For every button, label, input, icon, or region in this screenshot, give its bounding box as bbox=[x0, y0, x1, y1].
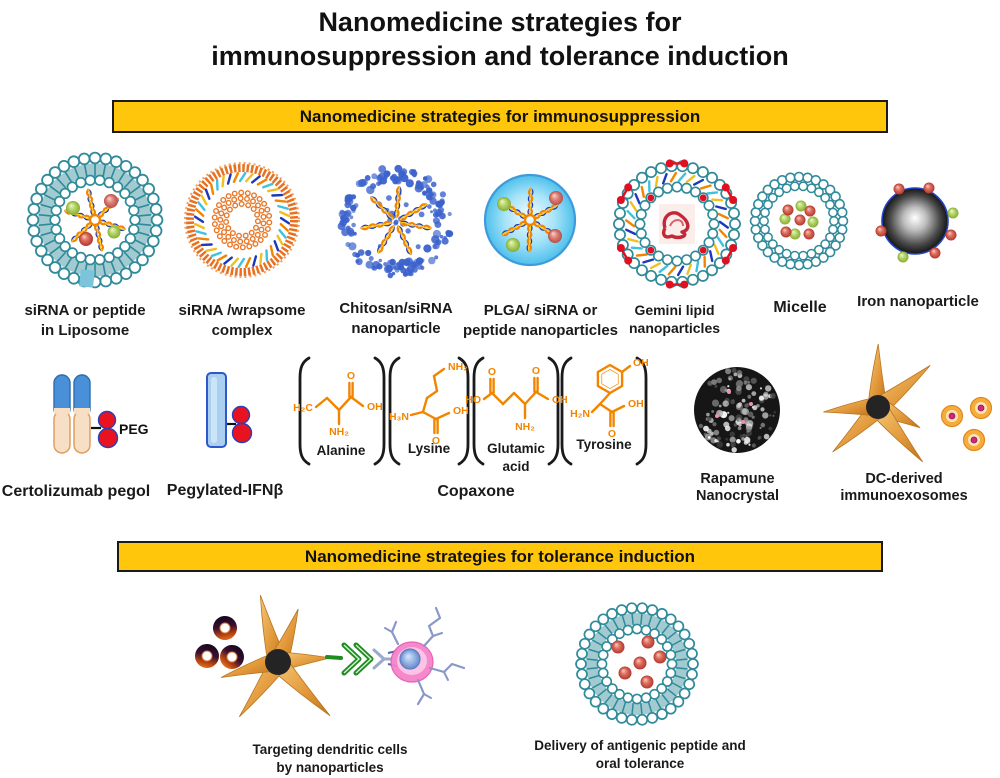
chem-annotation: OH bbox=[367, 401, 383, 413]
label-antigenic-delivery-line1: Delivery of antigenic peptide and bbox=[534, 738, 746, 753]
label-copaxone-line1: Copaxone bbox=[437, 483, 515, 500]
chem-annotation: NH₂ bbox=[448, 361, 468, 373]
label-chitosan: Chitosan/siRNA nanoparticle bbox=[311, 299, 481, 339]
banner-tolerance-induction: Nanomedicine strategies for tolerance in… bbox=[117, 541, 883, 572]
label-pegylated-ifnb: Pegylated-IFNβ bbox=[150, 480, 300, 501]
label-glutamic-line1: Glutamic bbox=[487, 441, 545, 456]
label-wrapsome-line2: complex bbox=[211, 321, 273, 339]
label-glutamic-line2: acid bbox=[502, 458, 530, 474]
banner-immunosuppression: Nanomedicine strategies for immunosuppre… bbox=[112, 100, 888, 133]
oral-tolerance-liposome-illustration bbox=[575, 602, 699, 726]
chem-annotation: O bbox=[432, 435, 440, 447]
label-rapamune-line2: Nanocrystal bbox=[695, 487, 779, 504]
dc-exosome-illustration bbox=[823, 343, 993, 463]
label-liposome: siRNA or peptide in Liposome bbox=[0, 301, 170, 341]
figure-title-line2: immunosuppression and tolerance inductio… bbox=[211, 40, 789, 71]
chem-annotation: H₂N bbox=[570, 408, 590, 420]
label-plga-line2: peptide nanoparticles bbox=[462, 321, 619, 339]
label-dc-exosomes-line1: DC-derived bbox=[865, 471, 943, 487]
label-micelle-line1: Micelle bbox=[773, 299, 827, 316]
label-targeting-dc-line2: by nanoparticles bbox=[276, 759, 384, 775]
plga-illustration bbox=[483, 173, 577, 267]
label-targeting-dc: Targeting dendritic cells by nanoparticl… bbox=[230, 741, 430, 777]
chem-annotation: O bbox=[488, 366, 496, 378]
label-certolizumab-line1: Certolizumab pegol bbox=[1, 483, 151, 500]
label-chitosan-line2: nanoparticle bbox=[351, 319, 441, 337]
chem-annotation: OH bbox=[633, 357, 649, 369]
rapamune-illustration bbox=[694, 367, 780, 453]
chem-annotation: O bbox=[347, 370, 355, 382]
chem-annotation: NH₂ bbox=[515, 421, 535, 433]
label-rapamune: Rapamune Nanocrystal bbox=[660, 471, 815, 504]
label-micelle: Micelle bbox=[760, 297, 840, 318]
chem-annotation: NH₂ bbox=[329, 426, 349, 438]
label-liposome-line1: siRNA or peptide bbox=[24, 302, 146, 319]
chem-annotation: OH bbox=[628, 398, 644, 410]
label-iron: Iron nanoparticle bbox=[833, 292, 1000, 312]
chem-annotation: HO bbox=[465, 394, 481, 406]
label-gemini: Gemini lipid nanoparticles bbox=[592, 301, 757, 338]
label-dc-exosomes: DC-derived immunoexosomes bbox=[818, 471, 990, 504]
label-dc-exosomes-line2: immunoexosomes bbox=[840, 487, 968, 504]
targeting-dc-illustration bbox=[195, 595, 466, 718]
label-plga: PLGA/ siRNA or peptide nanoparticles bbox=[448, 301, 633, 341]
label-copaxone: Copaxone bbox=[396, 481, 556, 502]
label-wrapsome-line1: siRNA /wrapsome bbox=[178, 302, 306, 319]
chem-annotation: O bbox=[532, 365, 540, 377]
label-antigenic-delivery-line2: oral tolerance bbox=[595, 755, 685, 771]
label-rapamune-line1: Rapamune bbox=[700, 471, 775, 487]
micelle-illustration bbox=[749, 171, 849, 271]
label-plga-line1: PLGA/ siRNA or bbox=[483, 302, 598, 319]
label-iron-line1: Iron nanoparticle bbox=[857, 293, 979, 310]
gemini-illustration bbox=[613, 159, 741, 289]
chem-annotation: H₃N bbox=[389, 411, 409, 423]
iron-nanoparticle-illustration bbox=[875, 182, 959, 263]
liposome-illustration bbox=[26, 151, 164, 289]
certolizumab-illustration: PEG bbox=[53, 374, 149, 454]
label-targeting-dc-line1: Targeting dendritic cells bbox=[252, 742, 408, 757]
label-alanine: Alanine bbox=[299, 442, 383, 460]
peg-label: PEG bbox=[119, 421, 149, 437]
label-tyrosine-text: Tyrosine bbox=[576, 437, 632, 452]
chem-annotation: H₂C bbox=[293, 402, 313, 414]
label-gemini-line1: Gemini lipid bbox=[634, 302, 715, 318]
chem-annotation: O bbox=[608, 428, 616, 440]
label-tyrosine: Tyrosine bbox=[562, 436, 646, 454]
chitosan-illustration bbox=[337, 164, 454, 279]
label-antigenic-delivery: Delivery of antigenic peptide and oral t… bbox=[520, 737, 760, 773]
pegylated-ifnb-illustration bbox=[206, 372, 253, 448]
label-lysine: Lysine bbox=[387, 440, 471, 458]
label-alanine-text: Alanine bbox=[316, 443, 366, 458]
chem-annotation: OH bbox=[453, 405, 469, 417]
label-wrapsome: siRNA /wrapsome complex bbox=[157, 301, 327, 341]
figure-title: Nanomedicine strategies for immunosuppre… bbox=[0, 6, 1000, 74]
label-gemini-line2: nanoparticles bbox=[628, 320, 721, 337]
chem-annotation: OH bbox=[552, 394, 568, 406]
wrapsome-illustration bbox=[184, 162, 300, 278]
label-pegylated-ifnb-line1: Pegylated-IFNβ bbox=[166, 482, 284, 499]
label-chitosan-line1: Chitosan/siRNA bbox=[339, 300, 453, 317]
figure-title-line1: Nanomedicine strategies for bbox=[318, 7, 682, 37]
label-liposome-line2: in Liposome bbox=[40, 321, 130, 339]
label-certolizumab: Certolizumab pegol bbox=[0, 481, 152, 502]
label-lysine-text: Lysine bbox=[407, 441, 451, 456]
label-glutamic-acid: Glutamic acid bbox=[474, 440, 558, 475]
